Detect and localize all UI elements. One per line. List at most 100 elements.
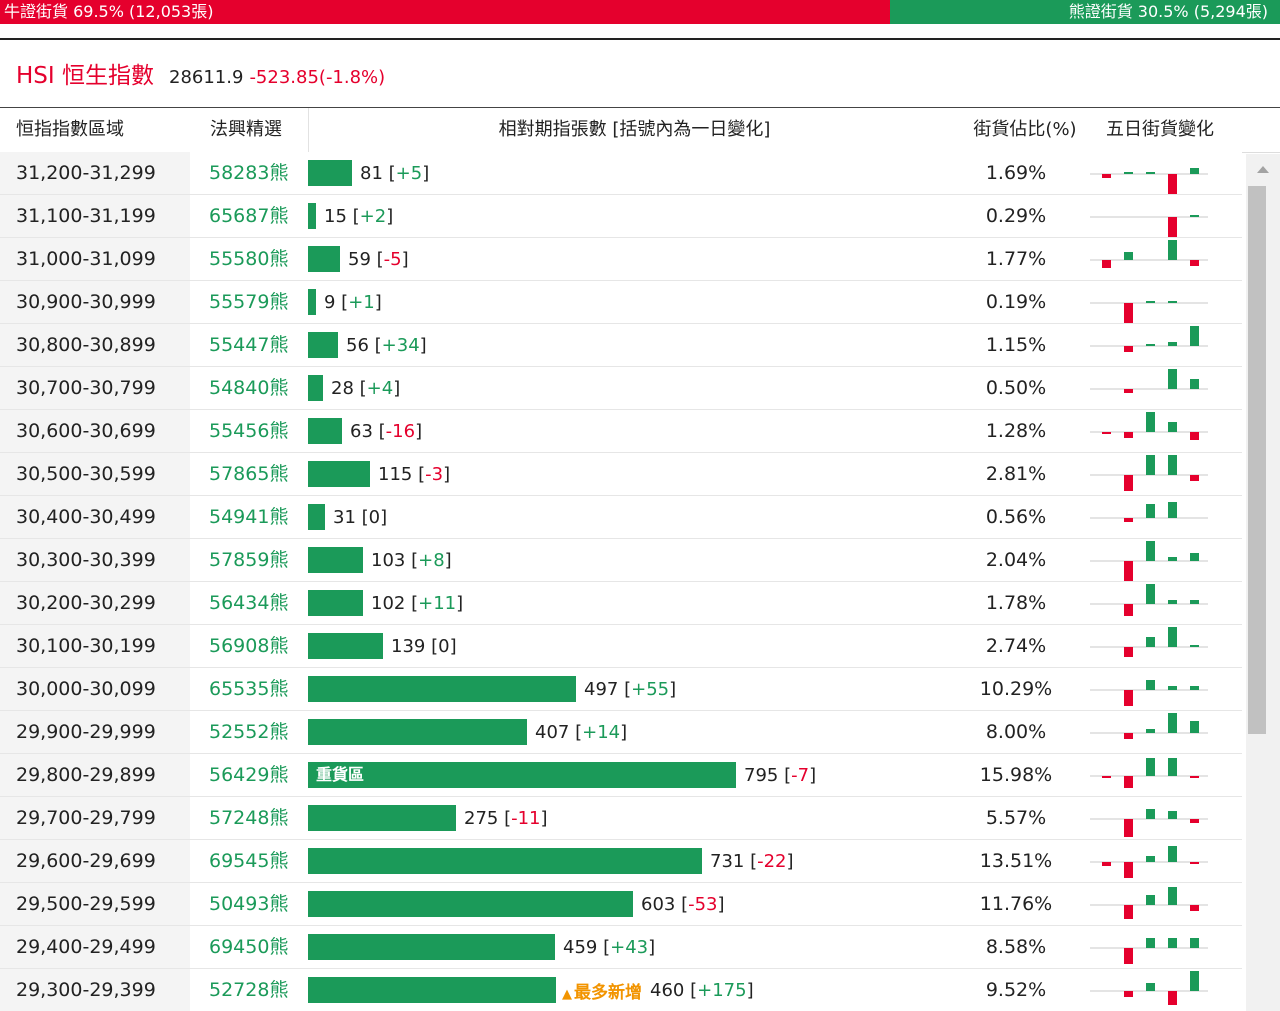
warrant-link[interactable]: 55456熊 bbox=[209, 420, 289, 442]
range-cell: 31,000-31,099 bbox=[0, 238, 190, 280]
quantity-cell: 102 [+11] bbox=[308, 582, 463, 624]
sparkline-bar bbox=[1146, 729, 1155, 733]
five-day-chart bbox=[1090, 846, 1208, 878]
scroll-thumb[interactable] bbox=[1248, 186, 1266, 734]
daily-change-value: +8 bbox=[418, 549, 445, 571]
table-row[interactable]: 30,300-30,399 57859熊 103 [+8] 2.04% bbox=[0, 539, 1242, 582]
daily-change-value: +34 bbox=[381, 334, 420, 356]
five-day-sparkline bbox=[1090, 195, 1210, 237]
warrant-link[interactable]: 52728熊 bbox=[209, 979, 289, 1001]
five-day-chart bbox=[1090, 326, 1208, 352]
table-row[interactable]: 29,500-29,599 50493熊 603 [-53] 11.76% bbox=[0, 883, 1242, 926]
quantity-bar bbox=[308, 504, 325, 530]
sparkline-bar bbox=[1146, 809, 1155, 819]
table-row[interactable]: 29,300-29,399 52728熊 ▲ 最多新增 460 [+175] 9.52% bbox=[0, 969, 1242, 1011]
quantity-cell: 275 [-11] bbox=[308, 797, 548, 839]
quantity-bar bbox=[308, 289, 316, 315]
table-row[interactable]: 30,600-30,699 55456熊 63 [-16] 1.28% bbox=[0, 410, 1242, 453]
table-row[interactable]: 30,500-30,599 57865熊 115 [-3] 2.81% bbox=[0, 453, 1242, 496]
warrant-link[interactable]: 56429熊 bbox=[209, 764, 289, 786]
quantity-bar bbox=[308, 160, 352, 186]
table-row[interactable]: 29,400-29,499 69450熊 459 [+43] 8.58% bbox=[0, 926, 1242, 969]
sparkline-bar bbox=[1190, 432, 1199, 440]
index-name[interactable]: HSI 恒生指數 bbox=[16, 63, 154, 89]
table-row[interactable]: 31,100-31,199 65687熊 15 [+2] 0.29% bbox=[0, 195, 1242, 238]
quantity-bar bbox=[308, 375, 323, 401]
warrant-link[interactable]: 69545熊 bbox=[209, 850, 289, 872]
quantity-label: 102 [+11] bbox=[371, 592, 464, 614]
table-row[interactable]: 29,700-29,799 57248熊 275 [-11] 5.57% bbox=[0, 797, 1242, 840]
table-row[interactable]: 29,900-29,999 52552熊 407 [+14] 8.00% bbox=[0, 711, 1242, 754]
sparkline-bar bbox=[1168, 217, 1177, 237]
quantity-label: 15 [+2] bbox=[324, 205, 394, 227]
range-cell: 29,700-29,799 bbox=[0, 797, 190, 839]
quantity-bar bbox=[308, 676, 576, 702]
quantity-cell: 103 [+8] bbox=[308, 539, 452, 581]
quantity-cell: 115 [-3] bbox=[308, 453, 450, 495]
table-row[interactable]: 30,800-30,899 55447熊 56 [+34] 1.15% bbox=[0, 324, 1242, 367]
warrant-link[interactable]: 58283熊 bbox=[209, 162, 289, 184]
warrant-link[interactable]: 54840熊 bbox=[209, 377, 289, 399]
heavy-zone-label: 重貨區 bbox=[316, 765, 365, 784]
sparkline-bar bbox=[1124, 604, 1133, 616]
quantity-bar bbox=[308, 934, 555, 960]
sparkline-bar bbox=[1124, 991, 1133, 997]
sparkline-bar bbox=[1146, 895, 1155, 905]
table-row[interactable]: 31,200-31,299 58283熊 81 [+5] 1.69% bbox=[0, 152, 1242, 195]
five-day-chart bbox=[1090, 809, 1208, 837]
warrant-link[interactable]: 65687熊 bbox=[209, 205, 289, 227]
daily-change-value: +5 bbox=[395, 162, 423, 184]
sparkline-bar bbox=[1124, 647, 1133, 657]
scrollbar[interactable] bbox=[1246, 154, 1280, 1011]
sparkline-bar bbox=[1190, 260, 1199, 266]
range-cell: 29,800-29,899 bbox=[0, 754, 190, 796]
table-row[interactable]: 30,200-30,299 56434熊 102 [+11] 1.78% bbox=[0, 582, 1242, 625]
warrant-link[interactable]: 57859熊 bbox=[209, 549, 289, 571]
quantity-label: 731 [-22] bbox=[710, 850, 794, 872]
range-cell: 30,100-30,199 bbox=[0, 625, 190, 667]
table-row[interactable]: 30,400-30,499 54941熊 31 [0] 0.56% bbox=[0, 496, 1242, 539]
table-row[interactable]: 30,100-30,199 56908熊 139 [0] 2.74% bbox=[0, 625, 1242, 668]
warrant-link[interactable]: 50493熊 bbox=[209, 893, 289, 915]
sparkline-bar bbox=[1168, 369, 1177, 389]
warrant-link[interactable]: 55579熊 bbox=[209, 291, 289, 313]
five-day-sparkline bbox=[1090, 281, 1210, 323]
header-divider bbox=[0, 38, 1280, 40]
five-day-chart bbox=[1090, 369, 1208, 393]
warrant-link[interactable]: 57865熊 bbox=[209, 463, 289, 485]
percentage-cell: 1.78% bbox=[985, 592, 1047, 614]
daily-change-value: -22 bbox=[757, 850, 787, 872]
percentage-cell: 8.58% bbox=[985, 936, 1047, 958]
five-day-chart bbox=[1090, 541, 1208, 581]
sparkline-bar bbox=[1146, 301, 1155, 303]
table-row[interactable]: 31,000-31,099 55580熊 59 [-5] 1.77% bbox=[0, 238, 1242, 281]
sparkline-bar bbox=[1146, 412, 1155, 432]
table-row[interactable]: 29,600-29,699 69545熊 731 [-22] 13.51% bbox=[0, 840, 1242, 883]
table-row[interactable]: 30,700-30,799 54840熊 28 [+4] 0.50% bbox=[0, 367, 1242, 410]
warrant-link[interactable]: 54941熊 bbox=[209, 506, 289, 528]
five-day-sparkline bbox=[1090, 582, 1210, 624]
sparkline-bar bbox=[1168, 686, 1177, 690]
warrant-link[interactable]: 56908熊 bbox=[209, 635, 289, 657]
header-five-day-change: 五日街貨變化 bbox=[1106, 119, 1214, 140]
warrant-link[interactable]: 55447熊 bbox=[209, 334, 289, 356]
warrant-link[interactable]: 56434熊 bbox=[209, 592, 289, 614]
sparkline-bar bbox=[1190, 721, 1199, 733]
warrant-link[interactable]: 52552熊 bbox=[209, 721, 289, 743]
table-row[interactable]: 30,000-30,099 65535熊 497 [+55] 10.29% bbox=[0, 668, 1242, 711]
table-row[interactable]: 30,900-30,999 55579熊 9 [+1] 0.19% bbox=[0, 281, 1242, 324]
quantity-label: 31 [0] bbox=[333, 506, 388, 528]
scroll-up-arrow-icon[interactable] bbox=[1257, 166, 1269, 173]
quantity-value: 31 bbox=[333, 506, 356, 528]
sparkline-bar bbox=[1124, 432, 1133, 438]
quantity-bar bbox=[308, 891, 633, 917]
warrant-link[interactable]: 69450熊 bbox=[209, 936, 289, 958]
sparkline-bar bbox=[1124, 733, 1133, 739]
warrant-link[interactable]: 55580熊 bbox=[209, 248, 289, 270]
warrant-link[interactable]: 65535熊 bbox=[209, 678, 289, 700]
warrant-link[interactable]: 57248熊 bbox=[209, 807, 289, 829]
sparkline-bar bbox=[1190, 475, 1199, 481]
quantity-cell: 63 [-16] bbox=[308, 410, 422, 452]
table-row[interactable]: 29,800-29,899 56429熊 重貨區 795 [-7] 15.98% bbox=[0, 754, 1242, 797]
range-cell: 30,600-30,699 bbox=[0, 410, 190, 452]
